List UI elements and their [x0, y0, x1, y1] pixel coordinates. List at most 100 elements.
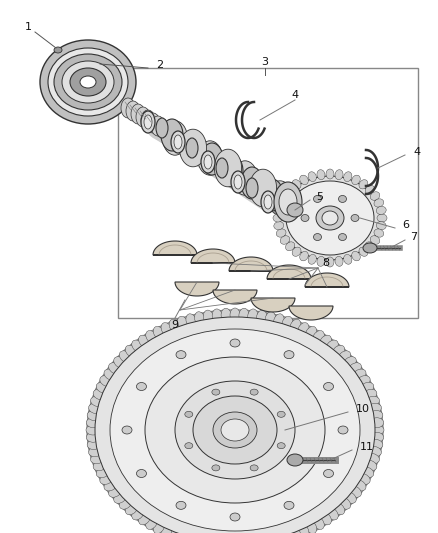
Polygon shape: [153, 241, 197, 255]
Ellipse shape: [185, 443, 193, 449]
Ellipse shape: [308, 254, 316, 264]
Ellipse shape: [265, 312, 276, 326]
Ellipse shape: [290, 527, 301, 533]
Ellipse shape: [194, 312, 205, 326]
Ellipse shape: [357, 473, 370, 484]
Ellipse shape: [284, 502, 294, 510]
Ellipse shape: [88, 447, 102, 457]
Ellipse shape: [317, 169, 325, 180]
Ellipse shape: [324, 470, 333, 478]
Ellipse shape: [339, 196, 346, 203]
Ellipse shape: [137, 383, 146, 391]
Ellipse shape: [376, 222, 386, 230]
Ellipse shape: [370, 418, 384, 428]
Ellipse shape: [80, 76, 96, 88]
Ellipse shape: [198, 141, 223, 175]
Ellipse shape: [326, 340, 338, 352]
Ellipse shape: [282, 530, 293, 533]
Ellipse shape: [121, 98, 135, 118]
Ellipse shape: [298, 524, 309, 533]
Ellipse shape: [96, 382, 110, 393]
Ellipse shape: [161, 524, 172, 533]
Ellipse shape: [241, 167, 263, 199]
Ellipse shape: [332, 345, 345, 357]
Ellipse shape: [216, 158, 228, 178]
Ellipse shape: [214, 149, 242, 187]
Ellipse shape: [353, 480, 366, 491]
Ellipse shape: [156, 118, 168, 138]
Ellipse shape: [221, 155, 243, 187]
Ellipse shape: [290, 319, 301, 333]
Ellipse shape: [363, 243, 377, 253]
Ellipse shape: [366, 454, 379, 464]
Text: 4: 4: [413, 147, 420, 157]
Ellipse shape: [119, 351, 132, 362]
Text: 5: 5: [316, 192, 323, 202]
Ellipse shape: [249, 169, 277, 207]
Ellipse shape: [181, 131, 203, 163]
Polygon shape: [251, 298, 295, 312]
Ellipse shape: [369, 410, 383, 421]
Ellipse shape: [86, 418, 100, 428]
Ellipse shape: [280, 176, 380, 260]
Ellipse shape: [193, 396, 277, 464]
Ellipse shape: [234, 175, 242, 189]
Ellipse shape: [370, 192, 380, 200]
Ellipse shape: [233, 161, 258, 195]
Text: 9: 9: [171, 320, 179, 330]
Ellipse shape: [363, 389, 377, 400]
Ellipse shape: [276, 199, 286, 207]
Polygon shape: [305, 273, 349, 287]
Ellipse shape: [100, 376, 113, 386]
Ellipse shape: [96, 467, 110, 478]
Ellipse shape: [169, 319, 180, 333]
Ellipse shape: [161, 322, 172, 336]
Ellipse shape: [136, 107, 150, 127]
Ellipse shape: [339, 233, 346, 240]
Ellipse shape: [305, 326, 317, 340]
Ellipse shape: [343, 492, 356, 503]
Text: 6: 6: [402, 220, 409, 230]
Ellipse shape: [363, 461, 377, 471]
Ellipse shape: [213, 412, 257, 448]
Ellipse shape: [320, 512, 332, 525]
Ellipse shape: [261, 191, 275, 213]
Text: 3: 3: [261, 57, 268, 67]
Ellipse shape: [250, 465, 258, 471]
Ellipse shape: [286, 181, 374, 255]
Ellipse shape: [146, 516, 157, 529]
Ellipse shape: [343, 357, 356, 368]
Ellipse shape: [153, 521, 165, 533]
Ellipse shape: [273, 214, 283, 222]
Ellipse shape: [359, 180, 368, 189]
Ellipse shape: [305, 521, 317, 533]
Ellipse shape: [367, 403, 381, 414]
Polygon shape: [289, 306, 333, 320]
Ellipse shape: [326, 257, 334, 267]
Ellipse shape: [359, 247, 368, 256]
Ellipse shape: [201, 143, 223, 175]
Ellipse shape: [324, 383, 333, 391]
Ellipse shape: [250, 389, 258, 395]
Ellipse shape: [369, 439, 383, 449]
Ellipse shape: [286, 185, 295, 194]
Ellipse shape: [268, 181, 293, 215]
Ellipse shape: [119, 497, 132, 509]
Ellipse shape: [48, 48, 128, 116]
Ellipse shape: [109, 363, 122, 374]
Ellipse shape: [300, 252, 308, 261]
Ellipse shape: [100, 473, 113, 484]
Ellipse shape: [186, 314, 196, 327]
Ellipse shape: [338, 351, 351, 362]
Ellipse shape: [277, 411, 285, 417]
Ellipse shape: [177, 316, 188, 330]
Ellipse shape: [298, 322, 309, 336]
Ellipse shape: [54, 54, 122, 110]
Ellipse shape: [131, 104, 145, 124]
Ellipse shape: [180, 129, 207, 167]
Ellipse shape: [176, 351, 186, 359]
Ellipse shape: [352, 252, 360, 261]
Ellipse shape: [287, 454, 303, 466]
Ellipse shape: [274, 182, 302, 222]
Polygon shape: [229, 257, 273, 271]
